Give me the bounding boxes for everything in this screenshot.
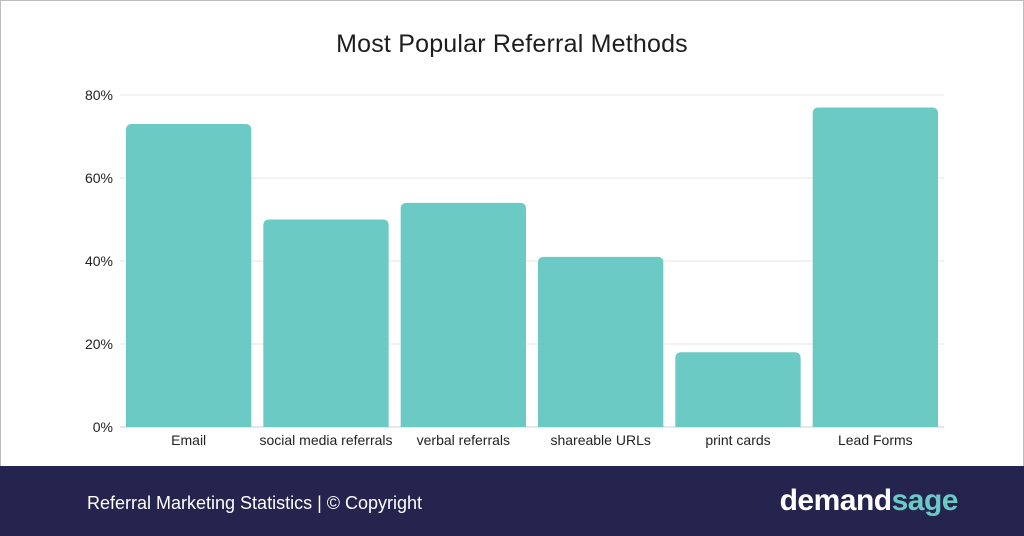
x-tick-label: social media referrals [259, 432, 392, 448]
y-axis-ticks: 0% 20% 40% 60% 80% [85, 87, 113, 435]
grid-lines [120, 94, 944, 428]
y-tick-label: 0% [93, 419, 113, 435]
bars [126, 107, 938, 428]
y-tick-label: 80% [85, 87, 113, 103]
brand-logo[interactable]: demandsage [779, 484, 959, 518]
y-tick-label: 60% [85, 170, 113, 186]
bar-chart: 0% 20% 40% 60% 80% Email social media referra… [85, 87, 944, 448]
x-tick-label: verbal referrals [417, 432, 510, 448]
logo-part-sage: sage [891, 484, 959, 517]
bar-lead-forms[interactable] [812, 107, 938, 427]
logo-part-demand: demand [779, 484, 893, 517]
bar-shareable-urls[interactable] [538, 256, 664, 427]
bar-email[interactable] [126, 124, 252, 428]
footer-bar: Referral Marketing Statistics | © Copyri… [0, 466, 1024, 536]
chart-title: Most Popular Referral Methods [336, 30, 688, 58]
x-tick-label: Lead Forms [838, 432, 913, 448]
bar-print-cards[interactable] [675, 352, 801, 427]
x-axis-labels: Email social media referrals verbal referr… [171, 432, 913, 448]
x-tick-label: Email [171, 432, 206, 448]
footer-caption: Referral Marketing Statistics | © Copyri… [87, 493, 423, 513]
y-tick-label: 20% [85, 336, 113, 352]
x-tick-label: print cards [705, 432, 770, 448]
bar-social-media-referrals[interactable] [263, 219, 389, 428]
y-tick-label: 40% [85, 253, 113, 269]
x-tick-label: shareable URLs [550, 432, 650, 448]
bar-verbal-referrals[interactable] [400, 202, 526, 427]
